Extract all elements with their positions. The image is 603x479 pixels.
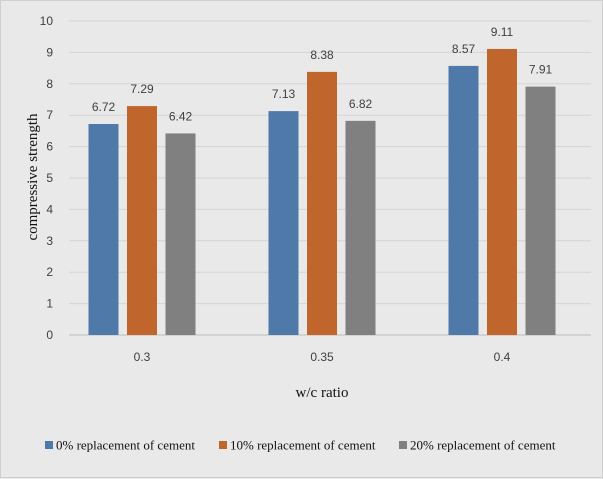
bar-2-0.3: [127, 106, 157, 336]
y-tick-label: 1: [46, 297, 53, 311]
bar-3-0.35: [345, 120, 376, 336]
legend-item: 20% replacement of cement: [399, 438, 556, 453]
legend-item: 10% replacement of cement: [219, 438, 376, 453]
legend-label: 20% replacement of cement: [410, 438, 556, 453]
legend-swatch: [219, 441, 227, 449]
y-tick-label: 2: [46, 265, 53, 279]
data-labels: 6.72 7.29 6.42 7.13 8.38 6.82 8.57 9.11 7.91: [92, 25, 553, 123]
bar-1-0.35: [268, 111, 299, 335]
data-label: 7.29: [130, 82, 154, 96]
legend-label: 0% replacement of cement: [56, 438, 195, 453]
y-tick-label: 9: [46, 45, 53, 59]
y-tick-label: 0: [46, 328, 53, 342]
y-tick-label: 3: [46, 234, 53, 248]
legend-swatch: [45, 441, 53, 449]
bar-2-0.4: [487, 48, 517, 336]
data-label: 6.42: [169, 109, 193, 123]
x-axis-ticks: 0.3 0.35 0.4: [134, 350, 511, 364]
bar-1-0.3: [88, 123, 119, 335]
legend-label: 10% replacement of cement: [230, 438, 376, 453]
data-label: 7.91: [529, 63, 553, 77]
y-tick-label: 10: [40, 14, 54, 28]
y-tick-label: 7: [46, 108, 53, 122]
x-tick-label: 0.3: [134, 350, 151, 364]
bar-3-0.3: [165, 133, 196, 335]
legend: 0% replacement of cement 10% replacement …: [45, 438, 556, 453]
y-tick-label: 4: [46, 202, 53, 216]
legend-item: 0% replacement of cement: [45, 438, 195, 453]
data-label: 8.38: [310, 48, 334, 62]
bar-3-0.4: [525, 86, 556, 335]
y-axis-title: compressive strength: [25, 113, 41, 241]
data-label: 9.11: [491, 25, 514, 39]
x-tick-label: 0.4: [494, 350, 511, 364]
data-label: 6.82: [349, 97, 373, 111]
legend-swatch: [399, 441, 407, 449]
y-tick-label: 5: [46, 171, 53, 185]
y-tick-label: 8: [46, 77, 53, 91]
bar-2-0.35: [307, 71, 337, 336]
y-axis-ticks: 0 1 2 3 4 5 6 7 8 9 10: [40, 14, 54, 342]
bars: [88, 48, 556, 336]
data-label: 8.57: [452, 42, 476, 56]
x-tick-label: 0.35: [310, 350, 334, 364]
data-label: 6.72: [92, 100, 116, 114]
bar-1-0.4: [448, 65, 479, 335]
y-tick-label: 6: [46, 140, 53, 154]
x-axis-title: w/c ratio: [296, 385, 349, 401]
data-label: 7.13: [272, 87, 296, 101]
